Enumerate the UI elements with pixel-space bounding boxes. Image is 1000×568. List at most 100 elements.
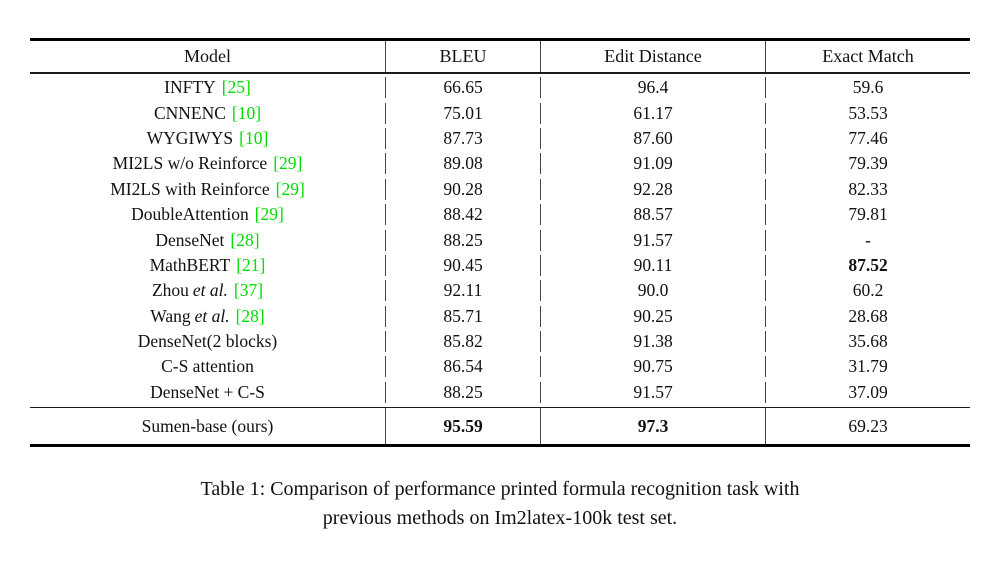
caption-line-2: previous methods on Im2latex-100k test s… [322, 507, 678, 529]
table-caption: Table 1: Comparison of performance print… [0, 475, 1000, 533]
citation-link[interactable]: [37] [233, 280, 264, 301]
model-cell: INFTY [25] [30, 77, 385, 98]
table-body: INFTY [25] 66.65 96.4 59.6 CNNENC [10] 75.… [30, 74, 970, 407]
edit-distance-cell: 91.09 [540, 153, 765, 175]
results-table: Model BLEU Edit Distance Exact Match INF… [30, 38, 970, 448]
edit-distance-cell: 91.57 [540, 229, 765, 251]
table-row: MI2LS with Reinforce [29] 90.28 92.28 82.… [30, 177, 970, 202]
model-cell: DoubleAttention [29] [30, 204, 385, 225]
table-row: C-S attention 86.54 90.75 31.79 [30, 354, 970, 379]
table-row: Zhou et al. [37] 92.11 90.0 60.2 [30, 278, 970, 303]
bleu-cell: 85.71 [385, 305, 540, 327]
exact-match-cell: 37.09 [765, 381, 970, 403]
model-name: INFTY [164, 77, 216, 98]
bleu-cell: 66.65 [385, 77, 540, 99]
model-name: DenseNet [155, 229, 225, 250]
caption-line-1: Table 1: Comparison of performance print… [200, 478, 800, 500]
bleu-cell: 88.25 [385, 229, 540, 251]
edit-distance-cell: 92.28 [540, 178, 765, 200]
exact-match-cell: 31.79 [765, 356, 970, 378]
model-name: C-S attention [161, 356, 254, 377]
edit-distance-cell: 90.75 [540, 356, 765, 378]
bleu-cell: 75.01 [385, 102, 540, 124]
model-cell: Sumen-base (ours) [30, 416, 385, 437]
model-name: Zhou [151, 280, 189, 301]
citation-link[interactable]: [28] [230, 229, 260, 250]
model-name: DenseNet + C-S [150, 381, 265, 402]
model-cell: C-S attention [30, 356, 385, 377]
exact-match-cell: 82.33 [765, 178, 970, 200]
bleu-cell: 95.59 [385, 408, 540, 445]
exact-match-cell: 60.2 [765, 280, 970, 302]
header-exact-match: Exact Match [765, 41, 970, 72]
citation-link[interactable]: [10] [231, 102, 262, 123]
citation-link[interactable]: [29] [254, 204, 284, 225]
bleu-cell: 87.73 [385, 127, 540, 149]
table-row: Sumen-base (ours) 95.59 97.3 69.23 [30, 408, 970, 445]
edit-distance-cell: 90.11 [540, 254, 765, 276]
citation-link[interactable]: [28] [235, 305, 265, 326]
model-cell: DenseNet + C-S [30, 382, 385, 403]
model-cell: MI2LS w/o Reinforce [29] [30, 153, 385, 174]
table-row: DenseNet + C-S 88.25 91.57 37.09 [30, 380, 970, 405]
edit-distance-cell: 61.17 [540, 102, 765, 124]
edit-distance-cell: 87.60 [540, 127, 765, 149]
edit-distance-cell: 91.57 [540, 381, 765, 403]
edit-distance-cell: 97.3 [540, 408, 765, 445]
exact-match-cell: 59.6 [765, 77, 970, 99]
model-name: Wang [150, 305, 191, 326]
exact-match-cell: 87.52 [765, 254, 970, 276]
model-cell: DenseNet(2 blocks) [30, 331, 385, 352]
exact-match-cell: 35.68 [765, 331, 970, 353]
citation-link[interactable]: [29] [273, 153, 303, 174]
model-etal: et al. [192, 280, 228, 301]
exact-match-cell: 53.53 [765, 102, 970, 124]
citation-link[interactable]: [10] [239, 127, 269, 148]
table-row: DoubleAttention [29] 88.42 88.57 79.81 [30, 202, 970, 227]
model-cell: CNNENC [10] [30, 103, 385, 124]
table-row: DenseNet(2 blocks) 85.82 91.38 35.68 [30, 329, 970, 354]
table-row: DenseNet [28] 88.25 91.57 - [30, 227, 970, 252]
model-etal: et al. [194, 305, 230, 326]
citation-link[interactable]: [21] [236, 254, 266, 275]
bleu-cell: 90.28 [385, 178, 540, 200]
model-name: Sumen-base (ours) [141, 415, 274, 436]
model-name: MI2LS w/o Reinforce [112, 153, 268, 174]
model-cell: DenseNet [28] [30, 230, 385, 251]
edit-distance-cell: 88.57 [540, 204, 765, 226]
model-name: WYGIWYS [146, 127, 234, 148]
bleu-cell: 88.42 [385, 204, 540, 226]
model-cell: WYGIWYS [10] [30, 128, 385, 149]
edit-distance-cell: 90.0 [540, 280, 765, 302]
edit-distance-cell: 91.38 [540, 331, 765, 353]
model-cell: MathBERT [21] [30, 255, 385, 276]
model-cell: Wang et al. [28] [30, 306, 385, 327]
header-edit-distance: Edit Distance [540, 41, 765, 72]
model-name: MI2LS with Reinforce [110, 178, 270, 199]
table-header-row: Model BLEU Edit Distance Exact Match [30, 38, 970, 74]
exact-match-cell: 28.68 [765, 305, 970, 327]
model-name: CNNENC [153, 102, 226, 123]
edit-distance-cell: 96.4 [540, 77, 765, 99]
table-row: MI2LS w/o Reinforce [29] 89.08 91.09 79.3… [30, 151, 970, 176]
table-row: MathBERT [21] 90.45 90.11 87.52 [30, 253, 970, 278]
bleu-cell: 92.11 [385, 280, 540, 302]
exact-match-cell: 69.23 [765, 408, 970, 445]
table-footer: Sumen-base (ours) 95.59 97.3 69.23 [30, 407, 970, 448]
model-cell: Zhou et al. [37] [30, 280, 385, 301]
table-row: WYGIWYS [10] 87.73 87.60 77.46 [30, 126, 970, 151]
model-cell: MI2LS with Reinforce [29] [30, 179, 385, 200]
citation-link[interactable]: [25] [221, 77, 251, 98]
model-name: DoubleAttention [131, 204, 249, 225]
model-name: DenseNet(2 blocks) [137, 331, 278, 352]
header-model: Model [184, 46, 231, 66]
bleu-cell: 89.08 [385, 153, 540, 175]
header-bleu: BLEU [385, 41, 540, 72]
citation-link[interactable]: [29] [275, 178, 305, 199]
bleu-cell: 90.45 [385, 254, 540, 276]
exact-match-cell: 77.46 [765, 127, 970, 149]
bleu-cell: 85.82 [385, 331, 540, 353]
model-name: MathBERT [149, 254, 231, 275]
bleu-cell: 86.54 [385, 356, 540, 378]
